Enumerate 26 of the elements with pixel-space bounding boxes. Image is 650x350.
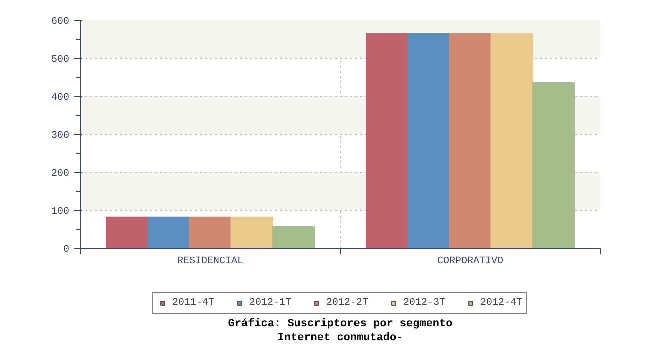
y-tick-label: 300 (51, 131, 70, 142)
text: Internet conmutado- (278, 332, 404, 344)
bar (230, 216, 274, 248)
bar (408, 33, 450, 248)
bar (449, 33, 492, 248)
legend-label: 2012-1T (249, 297, 292, 309)
bar (490, 33, 534, 248)
bar (532, 82, 575, 248)
legend-label: 2012-2T (326, 297, 369, 309)
bar (148, 216, 190, 248)
bar (272, 226, 315, 248)
legend-label: 2012-3T (404, 297, 446, 309)
legend-label: 2011-4T (172, 297, 214, 309)
legend-label: 2012-4T (480, 297, 523, 309)
y-tick-label: 500 (51, 55, 70, 66)
x-tick-label: RESIDENCIAL (177, 256, 244, 268)
y-tick-label: 100 (51, 207, 70, 218)
y-tick-label: 600 (51, 17, 70, 28)
y-tick-label: 400 (51, 93, 70, 104)
y-tick-label: 200 (51, 169, 70, 180)
bar (366, 33, 409, 248)
bar (189, 216, 232, 248)
x-tick-label: CORPORATIVO (437, 256, 504, 268)
bar (106, 216, 149, 248)
text: Gráfica: Suscriptores por segmento (228, 318, 454, 330)
y-tick-label: 0 (64, 245, 70, 256)
